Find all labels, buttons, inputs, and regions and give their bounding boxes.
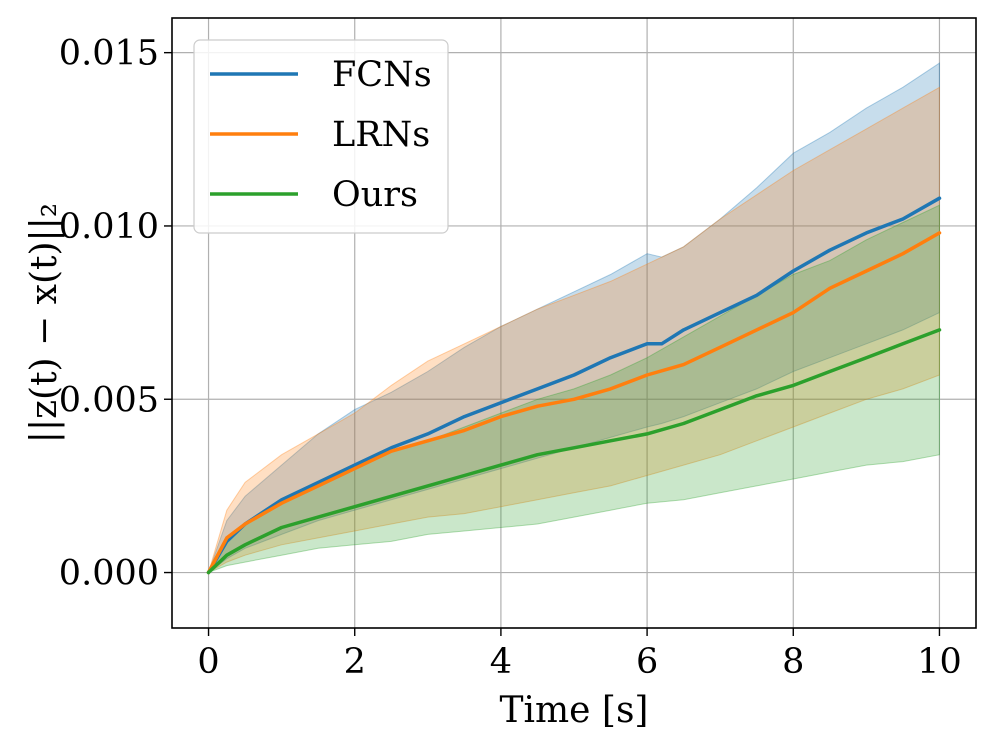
y-axis-label: ||z(t) − x(t)||₂: [24, 203, 65, 443]
x-tick-label: 10: [917, 642, 962, 682]
x-tick-label: 6: [636, 642, 658, 682]
x-tick-label: 0: [197, 642, 219, 682]
legend-label-lrns: LRNs: [332, 115, 430, 155]
line-ours: [206, 328, 942, 575]
x-axis-label: Time [s]: [500, 690, 649, 731]
x-tick-label: 4: [490, 642, 512, 682]
legend-frame: [193, 39, 449, 234]
line-layer: [206, 196, 942, 575]
band-fcns: [207, 62, 940, 574]
y-tick-label: 0.010: [59, 207, 159, 247]
x-tick-label: 8: [782, 642, 804, 682]
plot-frame: [171, 17, 977, 629]
legend-label-fcns: FCNs: [332, 55, 432, 95]
x-tick-label: 2: [344, 642, 366, 682]
y-tick-label: 0.015: [59, 34, 159, 74]
legend-label-ours: Ours: [332, 175, 418, 215]
tick-layer: 0 2 4 6 8 10 0.000 0.005 0.010 0.015: [59, 34, 962, 682]
line-fcns: [206, 196, 942, 575]
y-tick-label: 0.000: [59, 554, 159, 594]
y-tick-label: 0.005: [59, 380, 159, 420]
line-lrns: [206, 231, 942, 575]
legend: FCNs LRNs Ours: [193, 39, 449, 234]
